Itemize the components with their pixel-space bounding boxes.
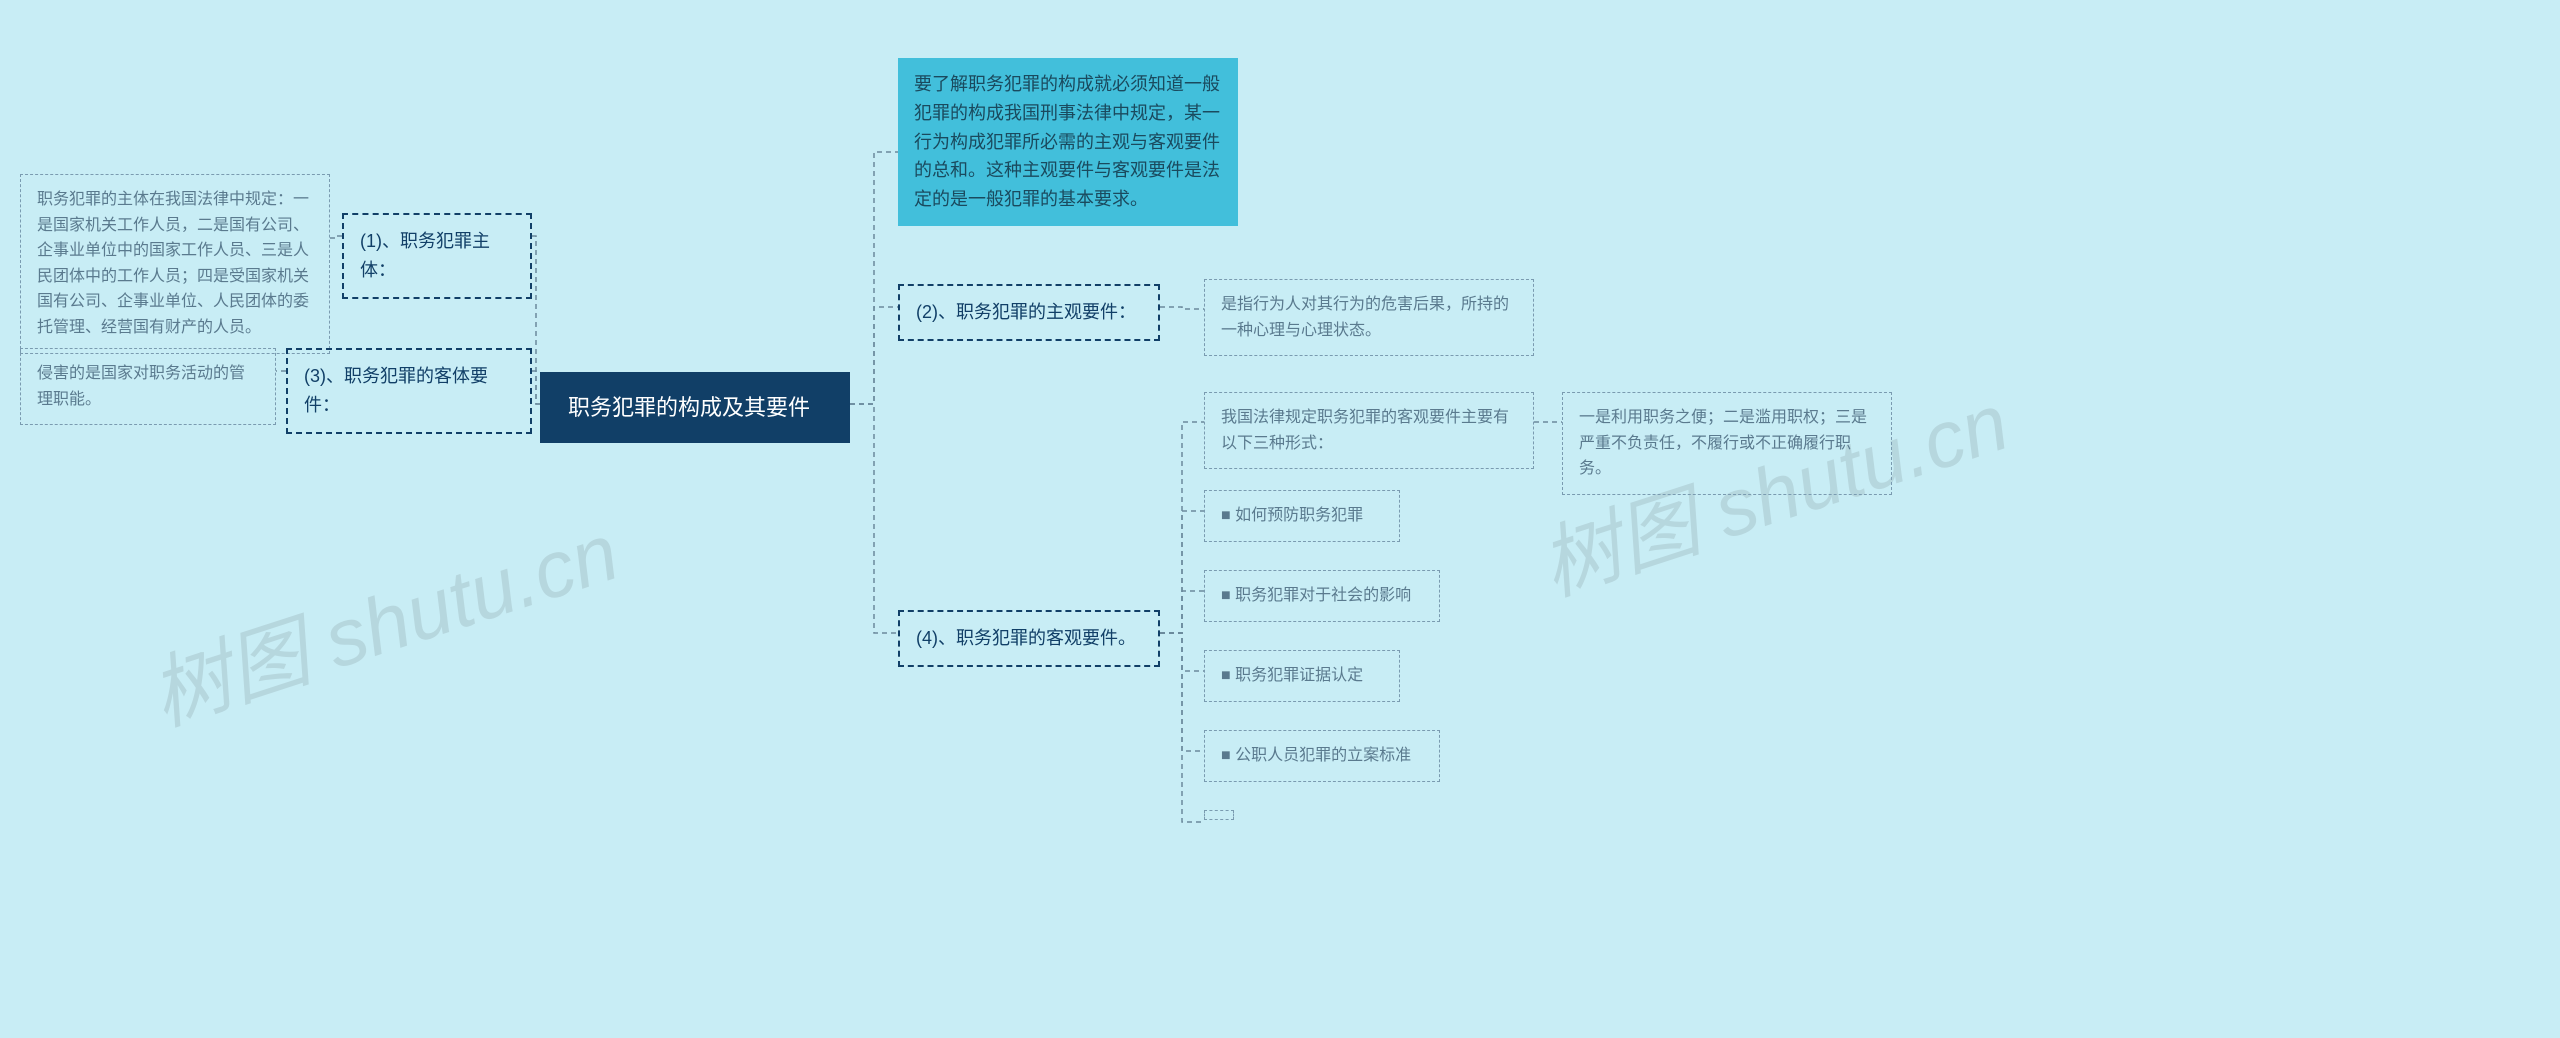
right-branch-1: (4)、职务犯罪的客观要件。: [898, 610, 1160, 667]
left-branch-0: (1)、职务犯罪主体：: [342, 213, 532, 299]
left-leaf-0: 职务犯罪的主体在我国法律中规定：一是国家机关工作人员，二是国有公司、企事业单位中…: [20, 174, 330, 354]
left-leaf-1: 侵害的是国家对职务活动的管理职能。: [20, 348, 276, 425]
left-branch-1: (3)、职务犯罪的客体要件：: [286, 348, 532, 434]
root-node: 职务犯罪的构成及其要件: [540, 372, 850, 443]
right-child-1-0: 我国法律规定职务犯罪的客观要件主要有以下三种形式：: [1204, 392, 1534, 469]
right-branch-0: (2)、职务犯罪的主观要件：: [898, 284, 1160, 341]
intro-node: 要了解职务犯罪的构成就必须知道一般犯罪的构成我国刑事法律中规定，某一行为构成犯罪…: [898, 58, 1238, 226]
right-leaf-0: 是指行为人对其行为的危害后果，所持的一种心理与心理状态。: [1204, 279, 1534, 356]
right-child-1-3: 职务犯罪证据认定: [1204, 650, 1400, 702]
watermark-1: 树图 shutu.cn: [134, 488, 631, 748]
right-grandchild-1-0: 一是利用职务之便；二是滥用职权；三是严重不负责任，不履行或不正确履行职务。: [1562, 392, 1892, 495]
right-child-1-5: [1204, 810, 1234, 820]
right-child-1-1: 如何预防职务犯罪: [1204, 490, 1400, 542]
right-child-1-4: 公职人员犯罪的立案标准: [1204, 730, 1440, 782]
right-child-1-2: 职务犯罪对于社会的影响: [1204, 570, 1440, 622]
